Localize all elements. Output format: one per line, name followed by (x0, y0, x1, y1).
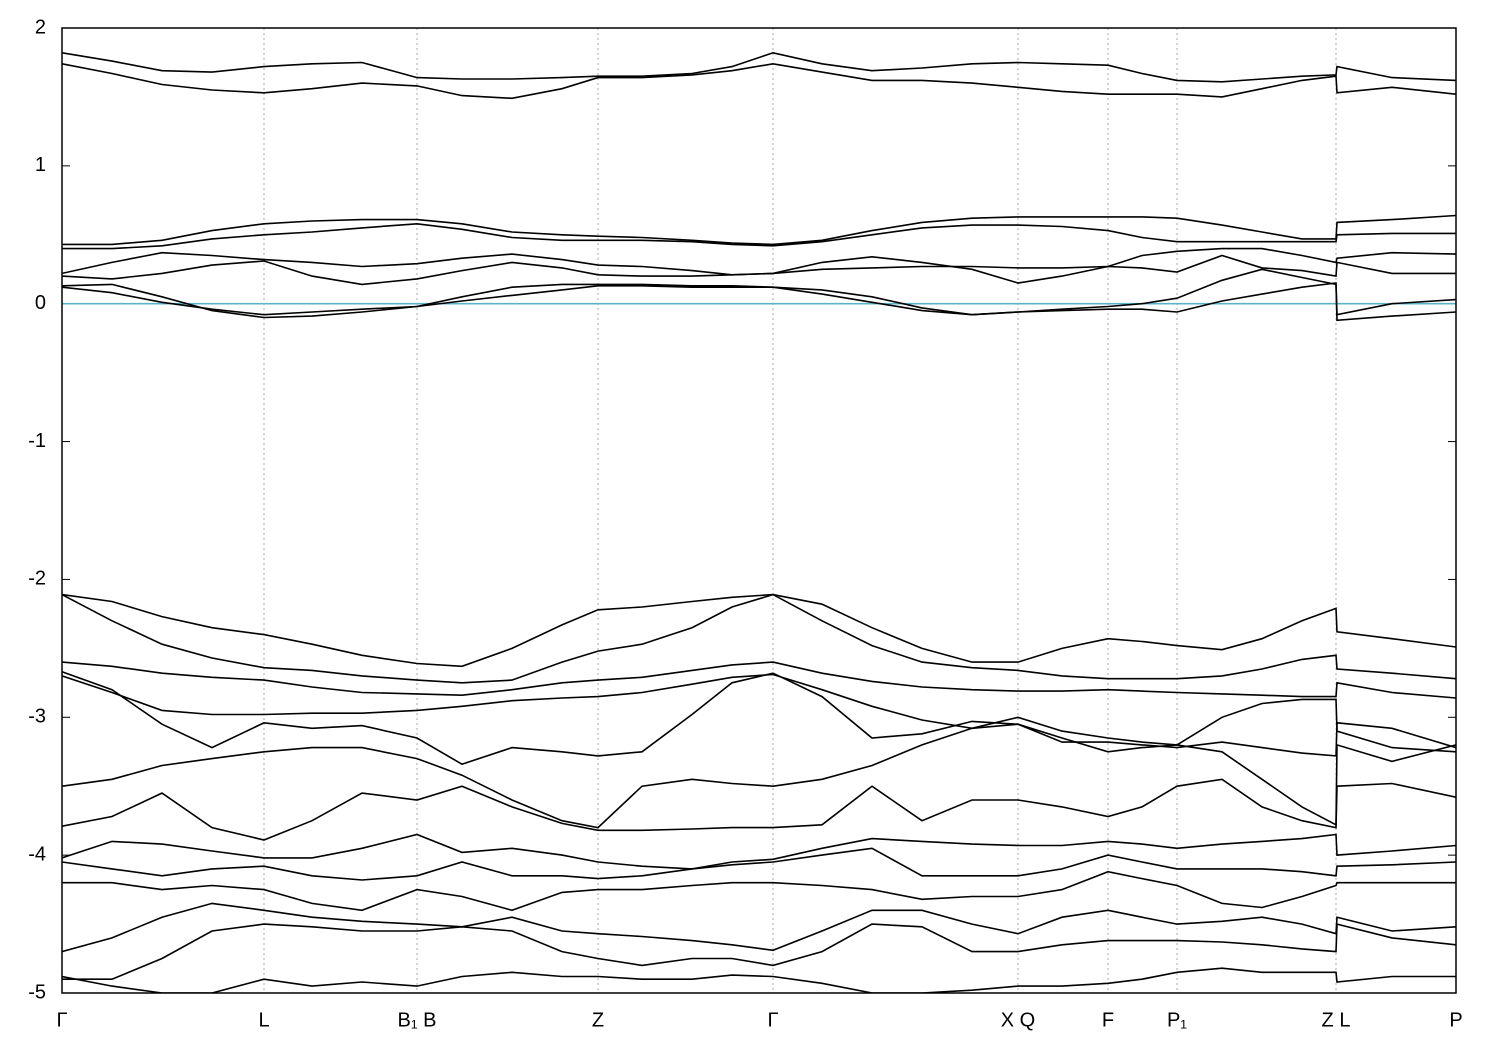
band-line (62, 671, 1456, 766)
y-tick-label: -4 (28, 843, 46, 865)
band-line (62, 247, 1456, 284)
plot-frame (61, 27, 1457, 994)
x-tick-label: P₁ (1167, 1009, 1187, 1031)
y-tick-label: 2 (35, 16, 46, 38)
band-line (62, 214, 1456, 246)
band-line (62, 593, 1456, 668)
x-tick-label: Z L (1322, 1009, 1351, 1031)
x-tick-label: Z (592, 1009, 604, 1031)
y-tick-label: -2 (28, 568, 46, 590)
y-tick-label: -3 (28, 706, 46, 728)
band-line (62, 282, 1456, 322)
band-line (62, 723, 1456, 829)
band-line (62, 833, 1456, 870)
plot-lines (62, 51, 1456, 993)
y-tick-label: 1 (35, 154, 46, 176)
band-line (62, 593, 1456, 684)
x-tick-label: L (258, 1009, 269, 1031)
y-tick-label: 0 (35, 292, 46, 314)
y-tick-label: -5 (28, 981, 46, 1003)
band-line (62, 254, 1456, 286)
band-line (62, 847, 1456, 881)
band-line (62, 778, 1456, 841)
band-line (62, 268, 1456, 316)
band-line (62, 222, 1456, 250)
x-tick-label: Γ (767, 1009, 778, 1031)
y-tick-label: -1 (28, 430, 46, 452)
band-line (62, 62, 1456, 100)
band-line (62, 902, 1456, 953)
band-line (62, 923, 1456, 980)
band-line (62, 661, 1456, 699)
x-tick-label: B₁ B (398, 1009, 437, 1031)
band-line (62, 967, 1456, 993)
x-tick-label: X Q (1001, 1009, 1035, 1031)
x-tick-label: P (1449, 1009, 1462, 1031)
band-line (62, 673, 1456, 753)
band-line (62, 51, 1456, 83)
x-tick-label: Γ (56, 1009, 67, 1031)
band-line (62, 870, 1456, 912)
x-tick-label: F (1102, 1009, 1114, 1031)
